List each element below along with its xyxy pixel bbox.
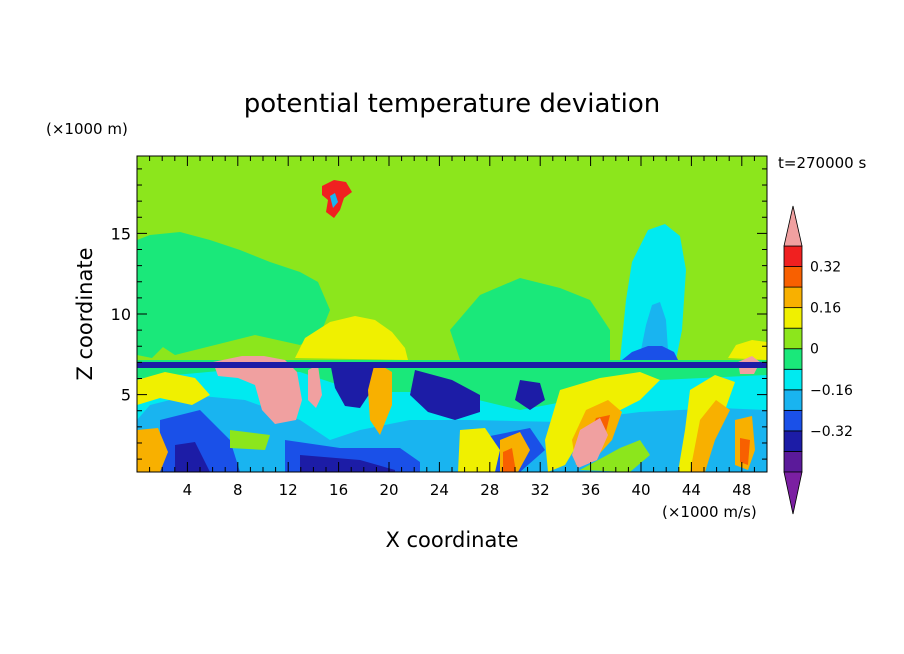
colorbar-label: −0.16 <box>810 383 853 399</box>
contour-region <box>330 362 375 408</box>
x-tick-label: 12 <box>279 481 298 499</box>
colorbar-segment <box>783 286 803 309</box>
contour-region <box>137 372 210 405</box>
contour-region <box>458 428 500 472</box>
x-tick-label: 24 <box>430 481 449 499</box>
contour-region <box>641 302 668 350</box>
time-label: t=270000 s <box>778 154 866 172</box>
colorbar-segment <box>783 307 803 329</box>
y-unit-label: (×1000 m) <box>46 120 128 138</box>
contour-region <box>690 400 730 472</box>
colorbar-segment <box>783 368 803 391</box>
contour-region <box>515 380 545 410</box>
colorbar-label: 0.16 <box>810 301 841 317</box>
colorbar-segment <box>783 245 803 267</box>
contour-region <box>308 365 322 408</box>
y-tick-label: 5 <box>121 386 131 405</box>
contour-region <box>300 455 395 472</box>
contour-region <box>450 278 610 360</box>
x-tick-label: 28 <box>480 481 499 499</box>
x-tick-label: 8 <box>233 481 243 499</box>
y-tick-label: 15 <box>111 224 131 243</box>
colorbar-label: 0 <box>810 342 819 358</box>
colorbar-segment <box>783 266 803 288</box>
colorbar-segment <box>783 327 803 350</box>
contour-region <box>503 448 516 472</box>
contour-field <box>137 180 767 472</box>
colorbar-segment <box>783 389 803 411</box>
contour-region <box>330 193 338 208</box>
contour-region <box>213 356 302 424</box>
colorbar-label: −0.32 <box>810 424 853 440</box>
colorbar-segment <box>783 430 803 452</box>
x-tick-label: 16 <box>329 481 348 499</box>
colorbar-extend-min <box>783 471 803 515</box>
contour-region <box>740 438 750 465</box>
x-tick-label: 4 <box>183 481 193 499</box>
contour-region <box>368 362 392 435</box>
colorbar-segment <box>783 409 803 432</box>
contour-region <box>137 232 330 355</box>
contour-region <box>137 268 170 358</box>
y-tick-label: 10 <box>111 305 131 324</box>
contour-region <box>410 370 480 420</box>
x-axis: 4 8 12 16 20 24 28 32 36 40 44 48 <box>149 156 755 499</box>
colorbar-segment <box>783 451 803 473</box>
x-unit-label: (×1000 m/s) <box>662 503 757 521</box>
x-axis-title: X coordinate <box>385 528 518 552</box>
x-tick-label: 44 <box>682 481 701 499</box>
colorbar: −0.32 −0.16 0 0.16 0.32 <box>783 205 853 515</box>
contour-region <box>175 442 210 472</box>
colorbar-label: 0.32 <box>810 260 841 276</box>
contour-region <box>580 440 650 472</box>
y-axis-title: Z coordinate <box>73 247 97 380</box>
colorbar-segment <box>783 348 803 370</box>
x-tick-label: 48 <box>732 481 751 499</box>
contour-region <box>620 224 686 360</box>
contour-region <box>230 430 270 450</box>
contour-region <box>728 340 767 360</box>
x-tick-label: 20 <box>379 481 398 499</box>
contour-region <box>137 362 767 368</box>
y-axis: 5 10 15 <box>111 168 767 460</box>
colorbar-extend-max <box>783 205 803 247</box>
contour-region <box>137 428 168 472</box>
plot-area <box>137 156 767 472</box>
contour-region <box>622 346 678 360</box>
x-tick-label: 32 <box>531 481 550 499</box>
x-tick-label: 36 <box>581 481 600 499</box>
chart-title: potential temperature deviation <box>244 89 660 119</box>
contour-region <box>295 316 408 360</box>
contour-region <box>572 418 608 468</box>
x-tick-label: 40 <box>631 481 650 499</box>
